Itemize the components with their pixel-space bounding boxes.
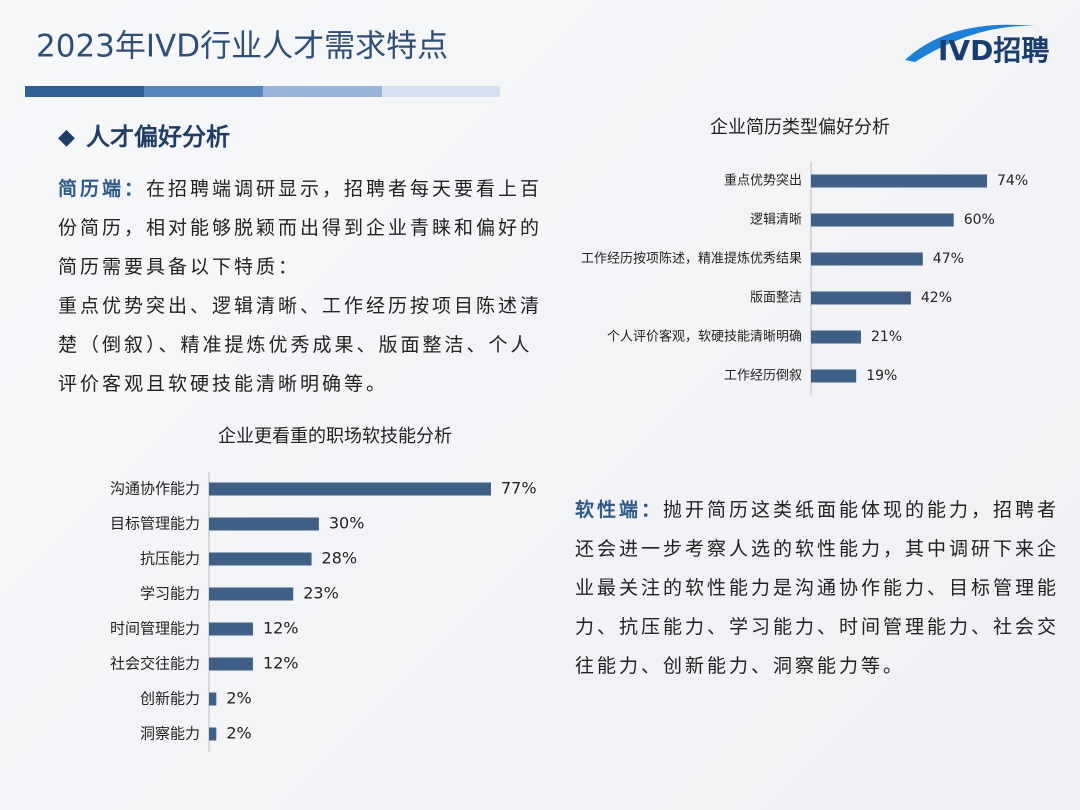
bar bbox=[811, 330, 861, 344]
category-label: 重点优势突出 bbox=[724, 173, 802, 189]
value-label: 28% bbox=[322, 549, 358, 568]
bar bbox=[209, 657, 253, 671]
category-label: 时间管理能力 bbox=[110, 620, 200, 638]
para-text: 在招聘端调研显示，招聘者每天要看上百份简历，相对能够脱颖而出得到企业青睐和偏好的… bbox=[58, 178, 543, 278]
header-bar bbox=[382, 86, 500, 97]
chart-title: 企业更看重的职场软技能分析 bbox=[218, 426, 452, 447]
category-label: 沟通协作能力 bbox=[110, 480, 200, 498]
bar bbox=[209, 692, 217, 706]
logo: IVD招聘 bbox=[938, 34, 1049, 67]
bar bbox=[209, 552, 312, 566]
logo-swoosh bbox=[905, 24, 1035, 62]
bar bbox=[209, 517, 319, 531]
value-label: 2% bbox=[226, 689, 251, 708]
bar bbox=[209, 622, 253, 636]
para-label: 简历端： bbox=[58, 178, 147, 200]
chart-title: 企业简历类型偏好分析 bbox=[710, 117, 890, 138]
value-label: 74% bbox=[997, 173, 1028, 189]
header-bar bbox=[25, 86, 144, 97]
bar bbox=[811, 213, 954, 227]
category-label: 个人评价客观，软硬技能清晰明确 bbox=[607, 329, 802, 345]
category-label: 创新能力 bbox=[140, 690, 200, 708]
section-title: 人才偏好分析 bbox=[86, 123, 230, 151]
category-label: 目标管理能力 bbox=[110, 515, 200, 533]
category-label: 逻辑清晰 bbox=[750, 213, 802, 228]
bar bbox=[811, 369, 857, 383]
bar bbox=[209, 482, 491, 496]
slide-title: 2023年IVD行业人才需求特点 bbox=[36, 29, 448, 65]
value-label: 42% bbox=[921, 290, 952, 306]
category-label: 工作经历按项陈述，精准提炼优秀结果 bbox=[581, 251, 802, 267]
value-label: 60% bbox=[964, 212, 995, 228]
value-label: 47% bbox=[933, 251, 964, 267]
header-bar bbox=[263, 86, 382, 97]
para-text: 重点优势突出、逻辑清晰、工作经历按项目陈述清楚（倒叙）、精准提炼优秀成果、版面整… bbox=[58, 295, 543, 395]
value-label: 19% bbox=[866, 368, 897, 384]
value-label: 30% bbox=[329, 514, 365, 533]
para-label: 软性端： bbox=[575, 499, 664, 521]
bar bbox=[209, 727, 217, 741]
category-label: 学习能力 bbox=[140, 585, 200, 603]
diamond: ◆ bbox=[58, 125, 75, 150]
bar bbox=[811, 291, 911, 305]
value-label: 2% bbox=[226, 724, 251, 743]
header-bar bbox=[144, 86, 263, 97]
value-label: 12% bbox=[263, 619, 299, 638]
category-label: 工作经历倒叙 bbox=[724, 369, 802, 384]
para-text: 抛开简历这类纸面能体现的能力，招聘者还会进一步考察人选的软性能力，其中调研下来企… bbox=[575, 499, 1060, 677]
category-label: 社会交往能力 bbox=[110, 655, 200, 673]
value-label: 77% bbox=[501, 479, 537, 498]
soft-paragraph: 软性端：抛开简历这类纸面能体现的能力，招聘者还会进一步考察人选的软性能力，其中调… bbox=[575, 491, 1060, 686]
bar bbox=[811, 174, 987, 188]
bar bbox=[209, 587, 294, 601]
bar bbox=[811, 252, 923, 266]
value-label: 12% bbox=[263, 654, 299, 673]
value-label: 21% bbox=[871, 329, 902, 345]
category-label: 洞察能力 bbox=[140, 725, 200, 743]
value-label: 23% bbox=[303, 584, 339, 603]
category-label: 抗压能力 bbox=[140, 550, 200, 568]
category-label: 版面整洁 bbox=[750, 291, 802, 306]
resume-paragraph: 简历端：在招聘端调研显示，招聘者每天要看上百份简历，相对能够脱颖而出得到企业青睐… bbox=[58, 170, 553, 404]
